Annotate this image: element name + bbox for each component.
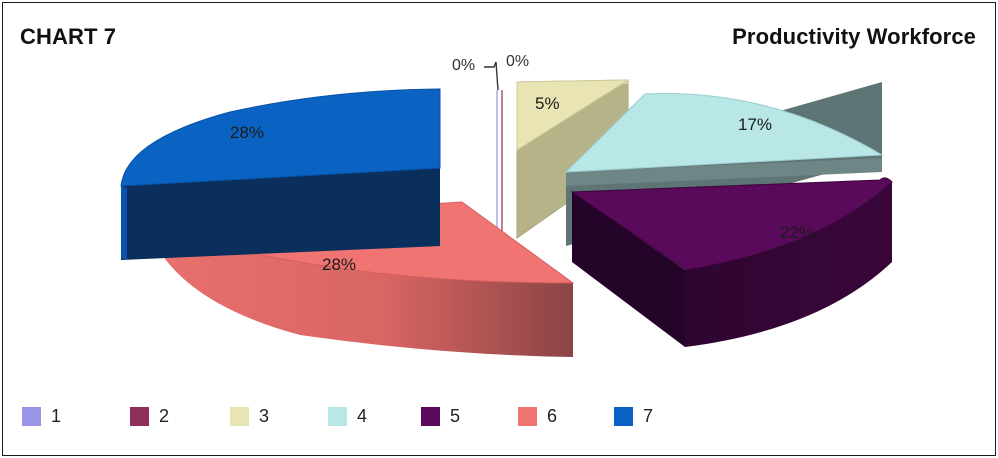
legend-swatch-1	[22, 406, 41, 426]
chart-title: Productivity Workforce	[732, 24, 976, 49]
legend-label-5: 5	[450, 405, 461, 426]
legend-item-6: 6	[518, 404, 557, 428]
slice-3-label: 5%	[535, 94, 560, 113]
slice-4-label: 17%	[738, 115, 772, 134]
legend-label-7: 7	[643, 405, 654, 426]
legend-item-3: 3	[230, 404, 269, 428]
legend-item-2: 2	[130, 404, 169, 428]
slice-5-label: 22%	[780, 223, 814, 242]
legend-swatch-7	[614, 406, 633, 426]
legend-label-6: 6	[547, 405, 558, 426]
slice-1-label: 0%	[452, 57, 475, 74]
legend-item-4: 4	[328, 404, 367, 428]
legend-swatch-5	[421, 406, 440, 426]
zero-leader-line	[484, 61, 499, 91]
legend-swatch-3	[230, 406, 249, 426]
slice-7	[120, 88, 441, 260]
legend-item-1: 1	[22, 404, 61, 428]
slice-3	[516, 79, 630, 239]
slice-5	[570, 177, 893, 347]
slice-6-label: 28%	[322, 255, 356, 274]
legend-item-5: 5	[421, 404, 460, 428]
legend-item-7: 7	[614, 404, 653, 428]
legend-swatch-4	[328, 406, 347, 426]
legend-swatch-6	[518, 406, 537, 426]
chart-number: CHART 7	[20, 24, 117, 49]
legend-label-2: 2	[159, 405, 170, 426]
legend-swatch-2	[130, 406, 149, 426]
legend-label-3: 3	[259, 405, 270, 426]
legend-label-1: 1	[51, 405, 62, 426]
legend-label-4: 4	[357, 405, 368, 426]
slice-7-label: 28%	[230, 123, 264, 142]
slice-2-label: 0%	[506, 53, 529, 70]
